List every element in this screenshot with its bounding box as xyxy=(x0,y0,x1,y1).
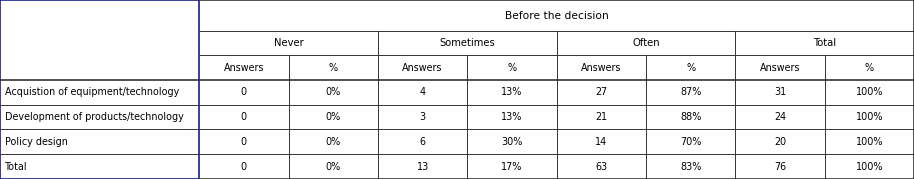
Text: 76: 76 xyxy=(774,162,786,172)
Text: 24: 24 xyxy=(774,112,786,122)
Text: Total: Total xyxy=(5,162,28,172)
Text: 63: 63 xyxy=(595,162,608,172)
Text: Answers: Answers xyxy=(224,63,264,72)
Text: 27: 27 xyxy=(595,87,608,97)
Text: 87%: 87% xyxy=(680,87,701,97)
Text: Sometimes: Sometimes xyxy=(440,38,495,48)
Text: 0%: 0% xyxy=(325,112,341,122)
Text: Often: Often xyxy=(632,38,660,48)
Text: 4: 4 xyxy=(420,87,426,97)
Text: Answers: Answers xyxy=(581,63,622,72)
Text: %: % xyxy=(865,63,874,72)
Text: 88%: 88% xyxy=(680,112,701,122)
Text: Answers: Answers xyxy=(760,63,801,72)
Text: 6: 6 xyxy=(420,137,426,147)
Text: %: % xyxy=(507,63,516,72)
Text: 0%: 0% xyxy=(325,137,341,147)
Text: 20: 20 xyxy=(774,137,786,147)
Text: Policy design: Policy design xyxy=(5,137,69,147)
Text: 83%: 83% xyxy=(680,162,701,172)
Text: 21: 21 xyxy=(595,112,608,122)
Text: 31: 31 xyxy=(774,87,786,97)
Text: 100%: 100% xyxy=(856,112,883,122)
Text: 100%: 100% xyxy=(856,162,883,172)
Text: %: % xyxy=(686,63,696,72)
Text: Development of products/technology: Development of products/technology xyxy=(5,112,185,122)
Text: 30%: 30% xyxy=(501,137,523,147)
Text: 0: 0 xyxy=(241,112,247,122)
Text: 70%: 70% xyxy=(680,137,701,147)
Text: 13%: 13% xyxy=(501,87,523,97)
Text: 3: 3 xyxy=(420,112,426,122)
Text: %: % xyxy=(329,63,338,72)
Text: 100%: 100% xyxy=(856,87,883,97)
Text: 0%: 0% xyxy=(325,87,341,97)
Text: 14: 14 xyxy=(595,137,608,147)
Text: Before the decision: Before the decision xyxy=(505,11,609,21)
Text: 0: 0 xyxy=(241,87,247,97)
Text: Acquistion of equipment/technology: Acquistion of equipment/technology xyxy=(5,87,180,97)
Text: 0: 0 xyxy=(241,137,247,147)
Text: 100%: 100% xyxy=(856,137,883,147)
Text: Answers: Answers xyxy=(402,63,443,72)
Text: Never: Never xyxy=(273,38,303,48)
Text: 13%: 13% xyxy=(501,112,523,122)
Text: 0%: 0% xyxy=(325,162,341,172)
Text: 17%: 17% xyxy=(501,162,523,172)
Text: Total: Total xyxy=(813,38,836,48)
Text: 13: 13 xyxy=(417,162,429,172)
Text: 0: 0 xyxy=(241,162,247,172)
